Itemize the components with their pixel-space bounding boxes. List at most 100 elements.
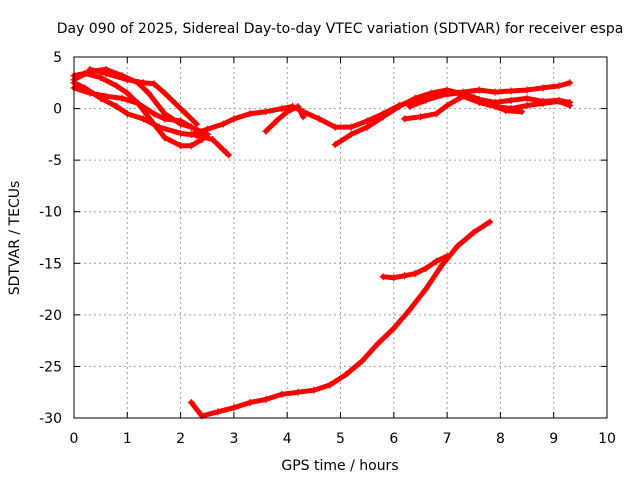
data-point-marker	[342, 371, 350, 379]
data-point-marker	[406, 103, 414, 111]
data-point-marker	[203, 125, 211, 133]
data-point-marker	[518, 108, 526, 116]
data-point-marker	[187, 399, 195, 407]
data-point-marker	[123, 110, 131, 118]
data-point-marker	[438, 261, 446, 269]
data-point-marker	[299, 113, 307, 121]
x-tick-label: 10	[598, 431, 616, 447]
x-tick-label: 7	[443, 431, 452, 447]
y-tick-label: -15	[39, 256, 62, 272]
x-tick-label: 5	[336, 431, 345, 447]
data-point-marker	[486, 100, 494, 108]
data-point-marker	[177, 117, 185, 125]
data-point-marker	[555, 82, 563, 90]
data-point-marker	[278, 105, 286, 113]
data-point-marker	[443, 252, 451, 260]
data-point-marker	[209, 136, 217, 144]
data-point-marker	[432, 110, 440, 118]
data-point-marker	[454, 242, 462, 250]
data-point-marker	[454, 89, 462, 97]
data-point-marker	[331, 123, 339, 131]
y-axis-title: SDTVAR / TECUs	[7, 181, 23, 296]
data-point-marker	[347, 130, 355, 138]
x-tick-label: 4	[283, 431, 292, 447]
data-point-marker	[400, 115, 408, 123]
data-point-marker	[273, 117, 281, 125]
y-tick-label: -20	[39, 308, 62, 324]
data-point-marker	[491, 88, 499, 96]
data-point-marker	[294, 103, 302, 111]
data-point-marker	[523, 86, 531, 94]
data-point-marker	[177, 129, 185, 137]
y-tick-label: -30	[39, 411, 62, 427]
x-tick-label: 0	[70, 431, 79, 447]
x-axis-title: GPS time / hours	[281, 458, 398, 474]
y-tick-label: -25	[39, 359, 62, 375]
data-point-marker	[363, 117, 371, 125]
data-point-marker	[566, 79, 574, 87]
data-point-marker	[139, 115, 147, 123]
data-point-marker	[486, 218, 494, 226]
data-point-marker	[411, 270, 419, 278]
data-point-marker	[219, 120, 227, 128]
data-point-marker	[379, 273, 387, 281]
data-point-marker	[225, 151, 233, 159]
data-point-marker	[102, 92, 110, 100]
data-point-marker	[102, 70, 110, 78]
data-point-marker	[470, 93, 478, 101]
data-point-marker	[432, 257, 440, 265]
data-point-marker	[523, 94, 531, 102]
y-tick-label: 0	[53, 102, 62, 118]
data-point-marker	[198, 136, 206, 144]
data-point-marker	[86, 65, 94, 73]
data-point-marker	[134, 99, 142, 107]
data-point-marker	[171, 99, 179, 107]
data-point-marker	[150, 110, 158, 118]
data-point-marker	[214, 408, 222, 416]
data-point-marker	[470, 228, 478, 236]
data-point-marker	[358, 357, 366, 365]
data-point-marker	[411, 94, 419, 102]
y-tick-label: 5	[53, 50, 62, 66]
data-point-marker	[187, 123, 195, 131]
series-track-2	[71, 71, 210, 149]
data-point-marker	[182, 110, 190, 118]
x-tick-label: 2	[176, 431, 185, 447]
data-point-marker	[283, 108, 291, 116]
data-point-marker	[555, 97, 563, 105]
data-point-marker	[246, 110, 254, 118]
data-point-marker	[145, 89, 153, 97]
data-point-marker	[315, 115, 323, 123]
x-tick-label: 6	[389, 431, 398, 447]
data-point-marker	[416, 113, 424, 121]
data-point-marker	[566, 101, 574, 109]
data-point-marker	[262, 395, 270, 403]
data-point-marker	[86, 89, 94, 97]
data-point-marker	[161, 133, 169, 141]
data-point-marker	[502, 107, 510, 115]
x-tick-label: 3	[229, 431, 238, 447]
data-series	[70, 65, 574, 420]
data-point-marker	[193, 120, 201, 128]
data-point-marker	[539, 99, 547, 107]
data-point-marker	[230, 115, 238, 123]
data-point-marker	[123, 89, 131, 97]
data-point-marker	[246, 399, 254, 407]
data-point-marker	[219, 146, 227, 154]
x-tick-label: 9	[549, 431, 558, 447]
data-point-marker	[97, 74, 105, 82]
data-point-marker	[150, 120, 158, 128]
data-point-marker	[187, 130, 195, 138]
data-point-marker	[161, 115, 169, 123]
data-point-marker	[331, 141, 339, 149]
data-point-marker	[422, 264, 430, 272]
data-point-marker	[395, 103, 403, 111]
data-point-marker	[262, 108, 270, 116]
x-tick-label: 8	[496, 431, 505, 447]
data-point-marker	[539, 84, 547, 92]
data-point-marker	[177, 142, 185, 150]
data-point-marker	[294, 388, 302, 396]
data-point-marker	[139, 79, 147, 87]
data-point-marker	[310, 386, 318, 394]
